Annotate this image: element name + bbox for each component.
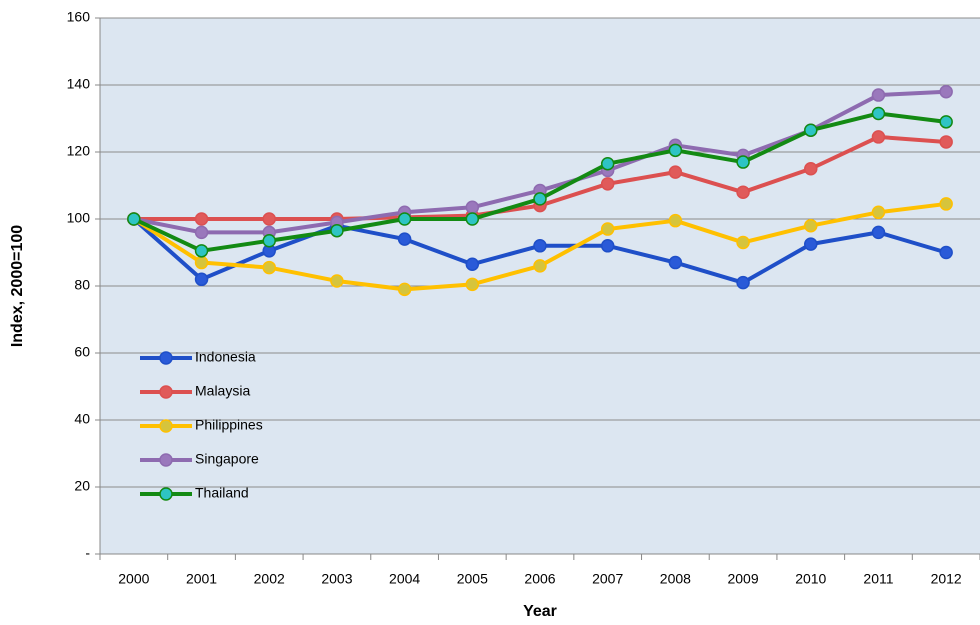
legend-label: Indonesia <box>195 349 256 365</box>
data-point <box>939 84 953 99</box>
data-point <box>533 192 547 206</box>
x-tick-label: 2000 <box>118 571 149 587</box>
x-tick-label: 2003 <box>321 571 352 587</box>
x-tick-label: 2010 <box>795 571 826 587</box>
x-axis-title: Year <box>523 603 557 620</box>
data-point <box>465 212 480 226</box>
data-point <box>871 205 886 220</box>
data-point <box>736 275 750 290</box>
legend-label: Philippines <box>195 417 263 433</box>
data-point <box>939 245 953 260</box>
data-point <box>668 143 683 158</box>
x-tick-label: 2009 <box>727 571 758 587</box>
legend-label: Thailand <box>195 485 249 501</box>
legend-marker <box>159 351 173 365</box>
data-point <box>600 177 615 191</box>
data-point <box>194 212 209 226</box>
y-tick-label: 60 <box>74 344 90 360</box>
data-point <box>533 259 547 273</box>
data-point <box>330 274 344 288</box>
data-point <box>668 255 683 270</box>
y-tick-label: 160 <box>67 9 91 25</box>
data-point <box>871 106 886 121</box>
data-point <box>262 234 276 248</box>
legend-marker <box>159 419 173 433</box>
data-point <box>262 260 276 275</box>
x-tick-label: 2007 <box>592 571 623 587</box>
legend-marker <box>159 487 173 501</box>
legend-marker <box>159 385 173 399</box>
data-point <box>465 257 480 271</box>
x-tick-label: 2004 <box>389 571 420 587</box>
data-point <box>736 185 750 199</box>
y-tick-label: 80 <box>74 277 90 293</box>
data-point <box>804 218 818 233</box>
y-tick-label: 100 <box>67 210 91 226</box>
data-point <box>533 239 547 253</box>
data-point <box>194 255 209 270</box>
legend-marker <box>159 453 173 467</box>
data-point <box>397 232 412 246</box>
data-point <box>939 135 953 149</box>
x-tick-label: 2001 <box>186 571 217 587</box>
data-point <box>330 223 344 238</box>
data-point <box>194 272 209 287</box>
data-point <box>871 130 886 144</box>
data-point <box>736 155 750 169</box>
data-point <box>397 282 412 297</box>
data-point <box>262 212 276 226</box>
data-point <box>736 235 750 250</box>
x-tick-label: 2012 <box>931 571 962 587</box>
y-tick-label: 120 <box>67 143 91 159</box>
data-point <box>600 156 615 171</box>
data-point <box>668 165 683 179</box>
y-tick-label: 140 <box>67 76 91 92</box>
data-point <box>804 162 818 176</box>
data-point <box>127 212 141 226</box>
legend-label: Malaysia <box>195 383 250 399</box>
data-point <box>600 222 615 236</box>
data-point <box>804 123 818 137</box>
y-tick-label: 20 <box>74 478 90 494</box>
data-point <box>939 115 953 129</box>
data-point <box>194 244 209 258</box>
data-point <box>465 200 480 215</box>
y-tick-label: 40 <box>74 411 90 427</box>
x-tick-label: 2006 <box>524 571 555 587</box>
data-point <box>397 212 412 226</box>
data-point <box>194 225 209 240</box>
data-point <box>465 277 480 292</box>
data-point <box>668 213 683 228</box>
data-point <box>939 197 953 211</box>
data-point <box>600 239 615 253</box>
y-tick-label: - <box>85 545 90 561</box>
data-point <box>871 225 886 240</box>
x-tick-label: 2008 <box>660 571 691 587</box>
data-point <box>871 88 886 102</box>
data-point <box>804 237 818 251</box>
y-axis-title: Index, 2000=100 <box>9 225 26 347</box>
legend-label: Singapore <box>195 451 259 467</box>
x-tick-label: 2011 <box>863 571 893 587</box>
x-tick-label: 2002 <box>254 571 285 587</box>
x-tick-label: 2005 <box>457 571 488 587</box>
